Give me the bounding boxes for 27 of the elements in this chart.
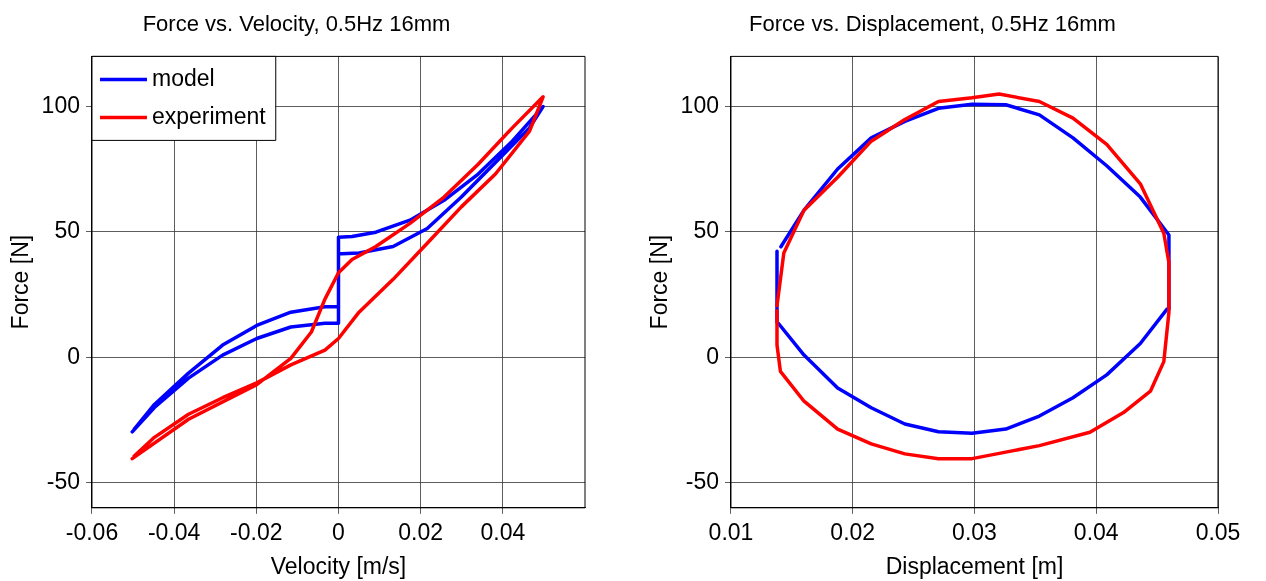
x-axis-title: Velocity [m/s] <box>270 552 407 579</box>
x-tick-label: 0.03 <box>952 518 997 545</box>
y-tick-label: 50 <box>54 217 80 244</box>
chart-title: Force vs. Velocity, 0.5Hz 16mm <box>142 11 451 37</box>
y-tick-label: 0 <box>706 342 719 369</box>
x-tick-label: 0.02 <box>398 518 444 545</box>
x-tick-label: 0.02 <box>830 518 876 545</box>
y-axis-title: Force [N] <box>646 234 673 330</box>
x-axis-title: Displacement [m] <box>885 552 1064 579</box>
x-tick-label: 0.04 <box>480 518 526 545</box>
legend-label: model <box>151 64 215 91</box>
y-tick-label: 100 <box>41 91 80 118</box>
legend-label: experiment <box>151 102 267 129</box>
chart-title: Force vs. Displacement, 0.5Hz 16mm <box>749 11 1116 37</box>
x-tick-label: -0.06 <box>65 518 119 545</box>
x-tick-label: 0.04 <box>1073 518 1119 545</box>
y-tick-label: 50 <box>693 217 719 244</box>
y-axis-title: Force [N] <box>7 234 34 330</box>
y-tick-label: -50 <box>685 468 719 495</box>
x-tick-label: -0.02 <box>230 518 283 545</box>
y-tick-label: 100 <box>680 91 719 118</box>
x-tick-label: 0 <box>332 518 345 545</box>
y-tick-label: -50 <box>46 468 80 495</box>
y-tick-label: 0 <box>67 342 80 369</box>
x-tick-label: -0.04 <box>147 518 201 545</box>
x-tick-label: 0.01 <box>708 518 754 545</box>
x-tick-label: 0.05 <box>1195 518 1241 545</box>
